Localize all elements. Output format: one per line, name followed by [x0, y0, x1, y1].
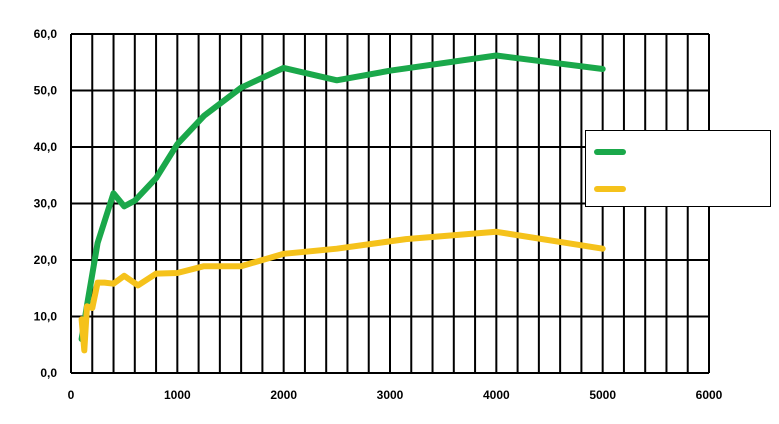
x-tick-label: 5000 [589, 388, 616, 402]
y-tick-label: 20,0 [34, 253, 58, 267]
x-tick-label: 0 [68, 388, 75, 402]
legend-swatch-2 [594, 186, 626, 192]
series-line-2 [78, 228, 606, 354]
x-tick-label: 6000 [696, 388, 723, 402]
legend-entry-2 [594, 182, 764, 196]
series-lines [78, 52, 606, 354]
series-line-1 [78, 52, 606, 343]
y-tick-label: 50,0 [34, 84, 58, 98]
y-axis-ticks: 0,0 10,0 20,0 30,0 40,0 50,0 60,0 [34, 27, 58, 380]
y-tick-label: 0,0 [40, 366, 57, 380]
y-tick-label: 10,0 [34, 310, 58, 324]
legend-swatch-1 [594, 149, 626, 155]
x-tick-label: 4000 [483, 388, 510, 402]
x-tick-label: 3000 [377, 388, 404, 402]
x-tick-label: 2000 [270, 388, 297, 402]
grid-lines [70, 33, 710, 374]
legend-entry-1 [594, 145, 764, 159]
legend [585, 130, 771, 207]
x-tick-label: 1000 [164, 388, 191, 402]
y-tick-label: 30,0 [34, 197, 58, 211]
x-axis-ticks: 0 1000 2000 3000 4000 5000 6000 [68, 388, 723, 402]
y-tick-label: 40,0 [34, 140, 58, 154]
y-tick-label: 60,0 [34, 27, 58, 41]
